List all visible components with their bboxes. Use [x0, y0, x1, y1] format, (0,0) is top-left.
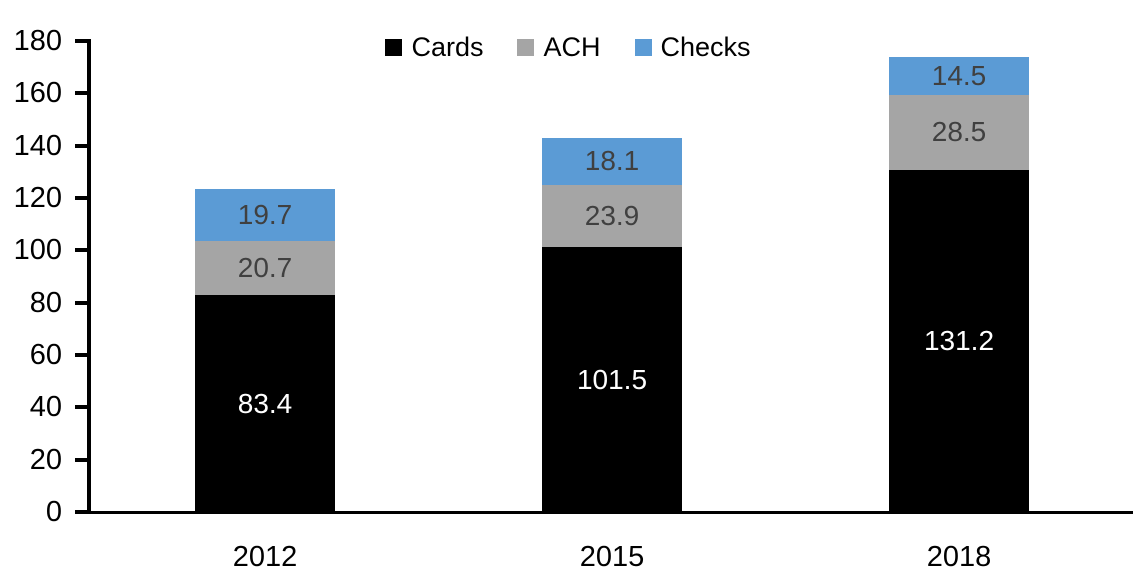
y-axis-label: 100 [13, 234, 62, 266]
legend-item: ACH [517, 32, 601, 62]
y-axis-label: 160 [13, 77, 62, 109]
y-axis-tick [75, 196, 91, 200]
bar-segment-label: 20.7 [237, 252, 293, 283]
y-axis-tick [75, 353, 91, 357]
y-axis-tick [75, 458, 91, 462]
y-axis-label: 140 [13, 130, 62, 162]
y-axis-label: 180 [13, 25, 62, 57]
legend-item: Checks [634, 32, 751, 62]
bar-segment-cards [889, 169, 1029, 513]
y-axis-tick [75, 144, 91, 148]
bar-segment-label: 23.9 [584, 200, 640, 231]
y-axis-label: 60 [29, 339, 62, 371]
legend-label: Cards [411, 32, 484, 62]
y-axis-label: 20 [29, 444, 62, 476]
bar-segment-checks [542, 137, 682, 185]
bar-segment-ach [195, 240, 335, 295]
bar-segment-checks [889, 57, 1029, 96]
bar-segment-ach [542, 184, 682, 248]
y-axis-tick [75, 405, 91, 409]
bar-segment-label: 18.1 [584, 145, 640, 176]
legend-label: ACH [543, 32, 601, 62]
x-axis-label: 2015 [579, 541, 645, 573]
x-axis-label: 2012 [232, 541, 298, 573]
bar-segment-cards [195, 294, 335, 513]
y-axis-line [87, 40, 91, 513]
y-axis-label: 40 [29, 391, 62, 423]
legend-label: Checks [660, 32, 751, 62]
y-axis-label: 80 [29, 287, 62, 319]
x-axis-label: 2018 [926, 541, 992, 573]
legend-item: Cards [385, 34, 483, 61]
bar-segment-cards [542, 247, 682, 513]
bar-segment-label: 19.7 [237, 199, 293, 230]
y-axis-tick [75, 248, 91, 252]
bar-segment-label: 83.4 [237, 388, 293, 419]
legend-swatch-cards [385, 39, 403, 56]
legend-swatch-ach [517, 39, 535, 56]
bar-segment-ach [889, 95, 1029, 170]
bar-segment-checks [195, 189, 335, 241]
y-axis-tick [75, 301, 91, 305]
bar-segment-label: 131.2 [923, 325, 995, 356]
bar-segment-label: 28.5 [931, 116, 987, 147]
y-axis-label: 0 [45, 496, 62, 528]
bar-segment-label: 14.5 [931, 60, 987, 91]
y-axis-label: 120 [13, 182, 62, 214]
bar-segment-label: 101.5 [576, 364, 648, 395]
y-axis-tick [75, 91, 91, 95]
y-axis-tick [75, 39, 91, 43]
legend-swatch-checks [634, 39, 652, 56]
